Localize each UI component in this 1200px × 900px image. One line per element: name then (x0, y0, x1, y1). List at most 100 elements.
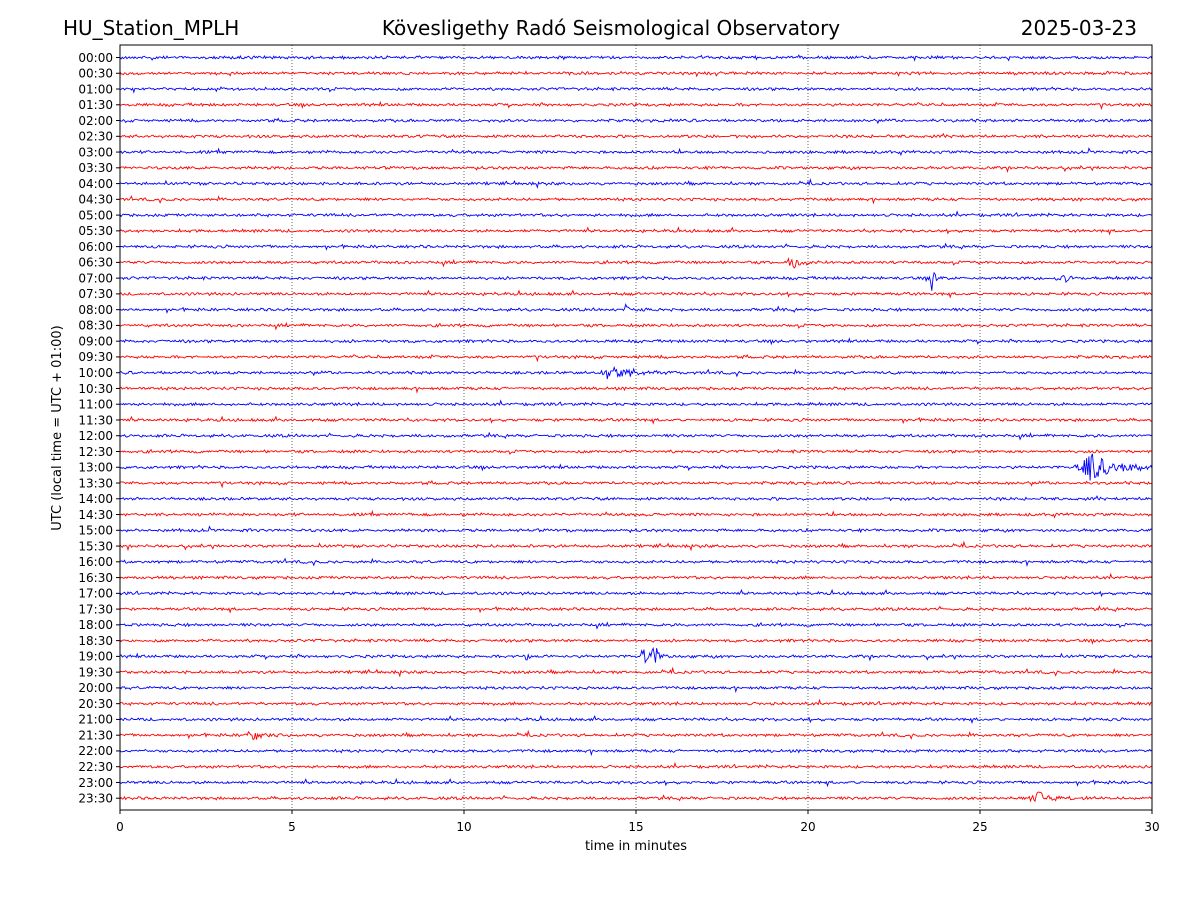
y-tick-label: 17:00 (78, 587, 113, 601)
y-tick-label: 17:30 (78, 602, 113, 616)
trace-1330 (120, 480, 1153, 489)
station-name: HU_Station_MPLH (63, 16, 240, 40)
vertical-gridlines (291, 45, 981, 810)
y-tick-label: 00:00 (78, 51, 113, 65)
trace-0400 (119, 177, 1153, 189)
trace-0630 (119, 257, 1153, 269)
trace-0900 (119, 337, 1153, 346)
trace-1700 (119, 588, 1153, 598)
y-tick-label: 13:30 (78, 476, 113, 490)
y-tick-label: 21:00 (78, 713, 113, 727)
trace-0600 (119, 242, 1153, 251)
trace-2130 (119, 729, 1153, 741)
observatory-title: Kövesligethy Radó Seismological Observat… (381, 16, 841, 40)
y-tick-label: 11:30 (78, 413, 113, 427)
trace-1430 (119, 509, 1153, 519)
y-tick-label: 12:00 (78, 429, 113, 443)
y-tick-label: 10:30 (78, 382, 113, 396)
trace-1100 (119, 399, 1153, 407)
trace-1930 (120, 666, 1153, 678)
y-tick-label: 14:00 (78, 492, 113, 506)
trace-1800 (119, 621, 1153, 630)
x-tick-label: 20 (800, 820, 815, 834)
trace-0100 (119, 86, 1153, 94)
trace-0930 (119, 353, 1153, 363)
y-tick-label: 04:30 (78, 193, 113, 207)
record-date: 2025-03-23 (1020, 16, 1137, 40)
y-tick-label: 11:00 (78, 398, 113, 412)
y-tick-label: 03:30 (78, 161, 113, 175)
trace-1230 (119, 448, 1153, 456)
trace-0200 (119, 117, 1153, 125)
trace-0500 (119, 210, 1153, 218)
trace-1500 (119, 525, 1153, 534)
y-tick-label: 13:00 (78, 461, 113, 475)
y-tick-label: 19:00 (78, 650, 113, 664)
y-tick-label: 16:00 (78, 555, 113, 569)
trace-1130 (119, 415, 1153, 425)
x-tick-label: 10 (456, 820, 471, 834)
trace-0530 (119, 226, 1153, 236)
trace-1600 (119, 557, 1152, 568)
trace-0430 (119, 195, 1153, 205)
y-tick-label: 09:30 (78, 350, 113, 364)
y-tick-label: 20:30 (78, 697, 113, 711)
y-tick-label: 18:00 (78, 618, 113, 632)
y-tick-label: 02:30 (78, 130, 113, 144)
y-tick-label: 02:00 (78, 114, 113, 128)
y-tick-label: 12:30 (78, 445, 113, 459)
trace-0700 (119, 271, 1153, 291)
y-tick-label: 10:00 (78, 366, 113, 380)
x-tick-label: 5 (288, 820, 296, 834)
y-tick-label: 15:00 (78, 524, 113, 538)
x-tick-label: 0 (116, 820, 124, 834)
y-tick-label: 15:30 (78, 539, 113, 553)
y-tick-label: 22:00 (78, 744, 113, 758)
y-tick-label: 09:00 (78, 334, 113, 348)
y-tick-label: 23:30 (78, 792, 113, 806)
trace-0730 (119, 289, 1153, 299)
trace-2200 (119, 748, 1153, 757)
y-tick-label: 03:00 (78, 145, 113, 159)
trace-0830 (119, 321, 1153, 331)
y-tick-label: 23:00 (78, 776, 113, 790)
y-tick-label: 00:30 (78, 67, 113, 81)
y-tick-label: 19:30 (78, 665, 113, 679)
trace-2030 (119, 698, 1153, 707)
x-tick-label: 30 (1144, 820, 1159, 834)
trace-1530 (119, 540, 1153, 552)
y-axis-label: UTC (local time = UTC + 01:00) (50, 325, 65, 530)
y-tick-label: 05:00 (78, 208, 113, 222)
y-tick-label: 20:00 (78, 681, 113, 695)
y-tick-label: 07:30 (78, 287, 113, 301)
trace-1000 (119, 365, 1153, 380)
y-tick-label: 01:00 (78, 82, 113, 96)
trace-2000 (119, 685, 1153, 694)
trace-1030 (119, 386, 1153, 394)
y-tick-label: 18:30 (78, 634, 113, 648)
trace-1200 (119, 431, 1153, 441)
seismic-traces (119, 54, 1153, 803)
y-tick-label: 01:30 (78, 98, 113, 112)
trace-1730 (119, 604, 1153, 614)
y-tick-label: 08:00 (78, 303, 113, 317)
trace-0030 (119, 70, 1153, 78)
x-axis-label: time in minutes (585, 839, 687, 854)
y-tick-label: 06:30 (78, 256, 113, 270)
trace-2100 (119, 714, 1153, 725)
y-tick-label: 07:00 (78, 271, 113, 285)
trace-0300 (119, 147, 1153, 157)
trace-1300 (119, 453, 1153, 481)
y-tick-label: 22:30 (78, 760, 113, 774)
x-tick-label: 15 (628, 820, 643, 834)
trace-1830 (119, 637, 1153, 645)
trace-1900 (119, 647, 1153, 664)
trace-1630 (119, 572, 1153, 581)
x-tick-label: 25 (972, 820, 987, 834)
y-tick-label: 05:30 (78, 224, 113, 238)
y-tick-label: 04:00 (78, 177, 113, 191)
trace-0330 (119, 165, 1153, 173)
trace-2300 (119, 777, 1153, 788)
